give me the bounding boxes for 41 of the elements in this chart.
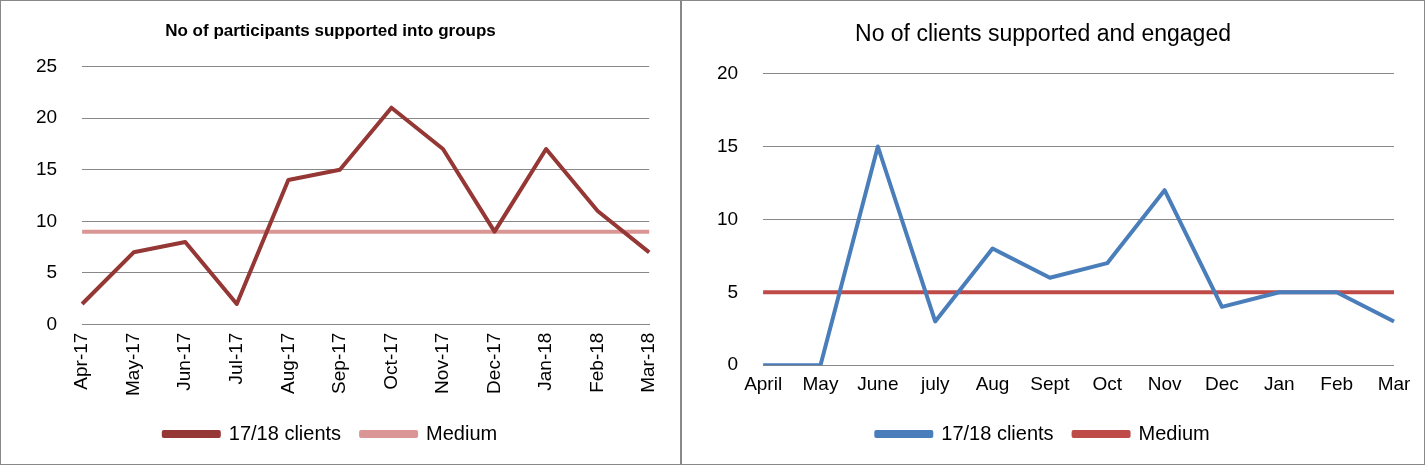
y-tick-label: 25 bbox=[35, 54, 58, 76]
x-tick-label: Jun-17 bbox=[173, 332, 195, 391]
x-tick-label: Jul-17 bbox=[225, 332, 247, 385]
chart-title: No of participants supported into groups bbox=[165, 20, 496, 40]
x-tick-label: April bbox=[744, 372, 783, 394]
x-tick-label: Mar-18 bbox=[637, 332, 659, 393]
x-tick-label: Oct bbox=[1092, 372, 1123, 394]
x-tick-label: June bbox=[857, 372, 899, 394]
x-tick-label: May-17 bbox=[121, 332, 143, 396]
x-tick-label: Dec-17 bbox=[482, 332, 504, 394]
x-tick-label: july bbox=[919, 372, 950, 394]
x-tick-label: Aug-17 bbox=[276, 332, 298, 394]
y-tick-label: 20 bbox=[35, 106, 58, 128]
y-tick-label: 10 bbox=[35, 209, 58, 231]
x-tick-label: Feb bbox=[1320, 372, 1354, 394]
x-tick-label: Sep-17 bbox=[328, 332, 350, 394]
y-tick-label: 0 bbox=[46, 312, 58, 334]
x-tick-label: Dec bbox=[1205, 372, 1239, 394]
legend-label: 17/18 clients bbox=[941, 421, 1054, 444]
x-tick-label: Aug bbox=[975, 372, 1010, 394]
y-tick-label: 0 bbox=[727, 353, 739, 375]
x-tick-label: Mar bbox=[1377, 372, 1412, 394]
x-tick-label: Nov-17 bbox=[431, 332, 453, 394]
legend-label: 17/18 clients bbox=[228, 421, 342, 444]
x-tick-label: Jan-18 bbox=[534, 332, 556, 391]
x-tick-label: May bbox=[802, 372, 839, 394]
y-tick-label: 5 bbox=[46, 261, 58, 283]
x-tick-label: Feb-18 bbox=[585, 332, 607, 393]
x-tick-label: Apr-17 bbox=[70, 332, 92, 390]
x-tick-label: Nov bbox=[1147, 372, 1182, 394]
legend-label: Medium bbox=[1138, 421, 1210, 444]
y-tick-label: 15 bbox=[716, 134, 739, 156]
x-tick-label: Sept bbox=[1030, 372, 1071, 394]
legend-label: Medium bbox=[426, 421, 498, 444]
x-tick-label: Oct-17 bbox=[379, 332, 401, 390]
y-tick-label: 10 bbox=[716, 207, 739, 229]
y-tick-label: 5 bbox=[727, 280, 739, 302]
chart-title: No of clients supported and engaged bbox=[855, 20, 1231, 47]
y-tick-label: 15 bbox=[35, 157, 58, 179]
y-tick-label: 20 bbox=[716, 61, 739, 83]
x-tick-label: Jan bbox=[1263, 372, 1295, 394]
